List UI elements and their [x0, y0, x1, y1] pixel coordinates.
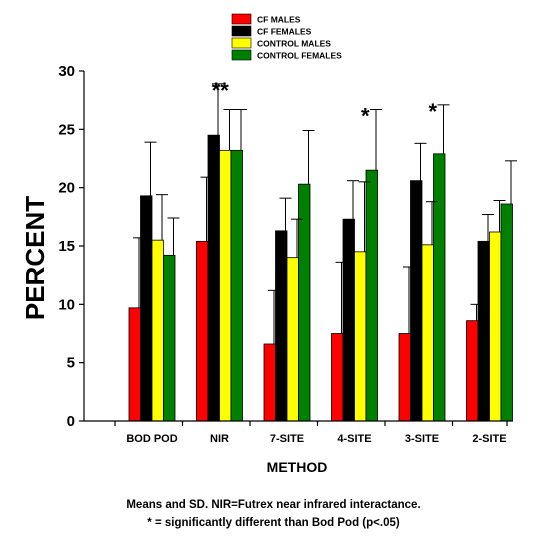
- y-tick-label: 15: [58, 238, 75, 255]
- bar-cf-males-nir: [196, 240, 209, 422]
- bar-control-females-3-site: [433, 153, 446, 422]
- bar-control-males-4-site: [354, 251, 367, 422]
- y-tick-label: 30: [58, 63, 75, 80]
- y-axis-title: PERCENT: [20, 196, 50, 320]
- y-tick-label: 20: [58, 180, 75, 197]
- bar-cf-females-2-site: [477, 240, 490, 422]
- bars-group: [128, 134, 513, 422]
- bar-control-males-7-site: [286, 257, 299, 422]
- x-tick-label: 4-SITE: [337, 433, 371, 445]
- axes-group: 0 5 10 15 20 25 30 BOD POD NIR 7-SITE 4-SITE 3-SITE…: [58, 63, 513, 445]
- bar-control-females-bod-pod: [163, 254, 176, 422]
- bar-control-males-3-site: [421, 244, 434, 422]
- x-tick-label: BOD POD: [126, 433, 177, 445]
- significance-marker: *: [428, 99, 437, 124]
- y-tick-label: 25: [58, 121, 75, 138]
- annotations-group: *** *: [212, 78, 438, 129]
- error-bars-group: [133, 83, 517, 344]
- x-tick-label: 7-SITE: [270, 433, 304, 445]
- legend-label: CONTROL MALES: [257, 39, 331, 49]
- bar-control-females-2-site: [500, 203, 513, 422]
- bar-control-males-nir: [219, 149, 232, 422]
- caption-line-1: Means and SD. NIR=Futrex near infrared i…: [126, 499, 421, 511]
- y-tick-label: 0: [67, 413, 75, 430]
- bar-cf-males-7-site: [263, 343, 276, 422]
- bar-control-females-nir: [230, 149, 243, 422]
- significance-marker: **: [212, 78, 230, 103]
- bar-cf-females-7-site: [275, 230, 288, 422]
- legend: CF MALES CF FEMALES CONTROL MALES CONTROL F…: [231, 13, 342, 61]
- legend-label: CF FEMALES: [257, 27, 312, 37]
- bar-cf-females-4-site: [342, 218, 355, 422]
- bar-cf-males-4-site: [331, 333, 344, 422]
- bar-control-females-7-site: [298, 183, 311, 422]
- bar-cf-females-bod-pod: [140, 195, 153, 422]
- bar-cf-males-bod-pod: [128, 307, 141, 422]
- bar-cf-females-nir: [207, 134, 220, 422]
- bar-chart: CF MALES CF FEMALES CONTROL MALES CONTROL F…: [20, 13, 517, 475]
- y-tick-label: 5: [67, 355, 75, 372]
- bar-control-males-2-site: [489, 231, 502, 422]
- bar-cf-males-3-site: [398, 333, 411, 422]
- legend-label: CF MALES: [257, 15, 301, 25]
- legend-swatch: [231, 37, 252, 49]
- x-axis-title: METHOD: [267, 459, 328, 475]
- legend-swatch: [231, 49, 252, 61]
- legend-swatch: [231, 25, 252, 37]
- y-tick-label: 10: [58, 296, 75, 313]
- legend-label: CONTROL FEMALES: [257, 51, 342, 61]
- bar-cf-males-2-site: [466, 320, 479, 422]
- caption-line-2: * = significantly different than Bod Pod…: [147, 517, 400, 529]
- bar-cf-females-3-site: [410, 180, 423, 422]
- x-tick-label: NIR: [210, 433, 229, 445]
- x-tick-label: 3-SITE: [405, 433, 439, 445]
- significance-marker: *: [361, 104, 370, 129]
- bar-control-females-4-site: [365, 169, 378, 422]
- legend-swatch: [231, 13, 252, 25]
- x-tick-label: 2-SITE: [472, 433, 506, 445]
- bar-control-males-bod-pod: [151, 239, 164, 422]
